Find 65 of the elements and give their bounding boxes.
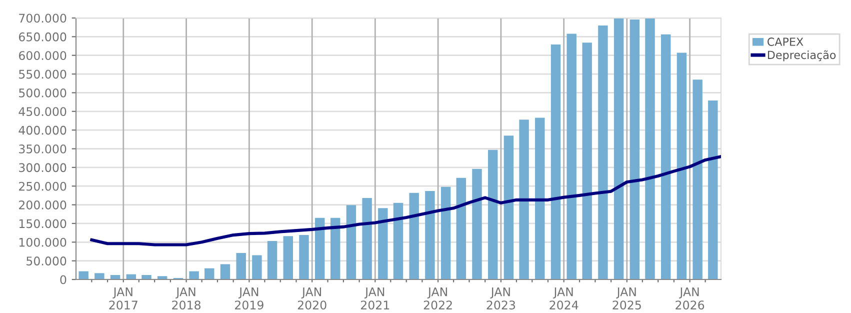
y-tick-label: 700.000 — [19, 14, 66, 23]
bar — [409, 192, 419, 280]
y-tick-label: 550.000 — [19, 70, 66, 79]
line-series — [90, 155, 721, 246]
x-tick-label: JAN 2018 — [172, 288, 200, 310]
bar — [440, 186, 451, 280]
y-tick-label: 200.000 — [19, 200, 66, 210]
x-tick-label: JAN 2020 — [298, 288, 326, 310]
x-tick-label: JAN 2017 — [109, 288, 138, 310]
bar — [566, 34, 576, 280]
bar — [283, 236, 293, 280]
bar — [346, 205, 356, 280]
bar — [488, 150, 498, 280]
bar — [708, 100, 718, 280]
y-tick-label: 50.000 — [26, 256, 66, 266]
x-tick-label: JAN 2026 — [676, 288, 704, 310]
y-tick-label: 0 — [60, 275, 66, 284]
bar — [645, 18, 655, 280]
bar — [189, 271, 199, 280]
bar — [362, 198, 372, 280]
bar — [582, 42, 592, 280]
bar — [676, 52, 687, 280]
bar — [425, 190, 435, 280]
bar — [550, 44, 561, 280]
bar — [299, 235, 309, 280]
bar — [660, 34, 671, 280]
bar — [330, 218, 340, 280]
y-tick-label: 400.000 — [18, 126, 66, 135]
bar — [456, 178, 466, 280]
x-tick-label: JAN 2024 — [550, 288, 578, 310]
legend-label: Depreciação — [768, 50, 836, 62]
bar — [472, 168, 482, 280]
bar — [378, 208, 388, 280]
y-tick-label: 250.000 — [19, 182, 66, 191]
bar — [267, 241, 278, 280]
bar — [142, 275, 152, 280]
bar — [519, 120, 529, 280]
bar — [630, 19, 640, 280]
bar — [535, 118, 545, 280]
y-tick-label: 600.000 — [18, 51, 66, 60]
bar — [204, 268, 214, 280]
x-tick-label: JAN 2021 — [360, 288, 390, 310]
y-tick-label: 150.000 — [19, 219, 66, 228]
bar — [504, 136, 514, 280]
bar — [692, 80, 702, 280]
bar — [314, 218, 325, 280]
bar — [598, 25, 608, 280]
x-tick-label: JAN 2019 — [235, 288, 264, 310]
x-tick-label: JAN 2025 — [612, 288, 641, 310]
bar — [393, 202, 404, 280]
bar — [614, 18, 624, 280]
y-tick-label: 100.000 — [19, 238, 66, 247]
bar — [236, 252, 246, 280]
y-tick-label: 300.000 — [19, 163, 66, 172]
y-tick-label: 450.000 — [18, 107, 66, 116]
y-tick-label: 650.000 — [18, 32, 66, 42]
bar — [78, 271, 88, 280]
y-tick-label: 350.000 — [19, 144, 66, 154]
bar — [220, 264, 230, 280]
x-tick-label: JAN 2023 — [486, 288, 516, 310]
bar — [94, 273, 104, 280]
legend-label: CAPEX — [768, 38, 804, 46]
y-tick-label: 500.000 — [19, 88, 66, 98]
x-tick-label: JAN 2022 — [424, 288, 452, 310]
bar — [252, 255, 262, 280]
